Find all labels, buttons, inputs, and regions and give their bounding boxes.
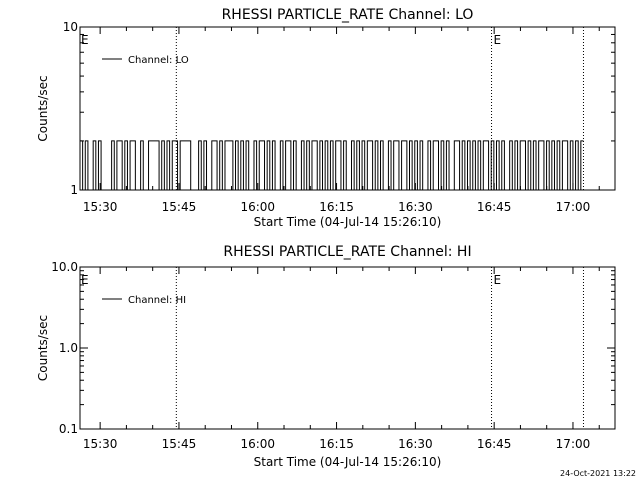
y-tick-label: 10 — [63, 20, 78, 34]
legend-label: Channel: HI — [128, 295, 186, 306]
count-rate-series-line — [80, 140, 584, 191]
y-tick-label: 10.0 — [51, 260, 78, 274]
plot-frame — [79, 266, 616, 430]
footer-timestamp: 24-Oct-2021 13:22 — [560, 469, 636, 478]
x-tick-label: 16:45 — [477, 200, 512, 214]
x-axis-label: Start Time (04-Jul-14 15:26:10) — [254, 455, 442, 469]
chart-title: RHESSI PARTICLE_RATE Channel: LO — [222, 7, 474, 23]
y-tick-label: 1.0 — [59, 341, 78, 355]
x-tick-label: 15:45 — [162, 437, 197, 451]
chart-title: RHESSI PARTICLE_RATE Channel: HI — [223, 244, 471, 260]
start-marker-label: E — [81, 273, 89, 287]
y-axis-label: Counts/sec — [36, 75, 50, 141]
x-tick-label: 15:30 — [83, 437, 118, 451]
x-tick-label: 16:15 — [319, 200, 354, 214]
x-tick-label: 16:30 — [398, 200, 433, 214]
x-tick-label: 16:00 — [240, 437, 275, 451]
y-tick-label: 1 — [70, 183, 78, 197]
start-marker-label: E — [81, 33, 89, 47]
legend-label: Channel: LO — [128, 55, 189, 66]
x-tick-label: 17:00 — [556, 437, 591, 451]
x-tick-label: 16:15 — [319, 437, 354, 451]
x-axis-label: Start Time (04-Jul-14 15:26:10) — [254, 215, 442, 229]
x-tick-label: 15:45 — [162, 200, 197, 214]
x-tick-label: 16:30 — [398, 437, 433, 451]
x-tick-label: 16:45 — [477, 437, 512, 451]
y-axis-label: Counts/sec — [36, 315, 50, 381]
event-marker-label: E — [494, 273, 502, 287]
y-tick-label: 0.1 — [59, 422, 78, 436]
event-marker-label: E — [494, 33, 502, 47]
x-tick-label: 16:00 — [240, 200, 275, 214]
plot-frame — [79, 26, 616, 191]
x-tick-label: 15:30 — [83, 200, 118, 214]
x-tick-label: 17:00 — [556, 200, 591, 214]
